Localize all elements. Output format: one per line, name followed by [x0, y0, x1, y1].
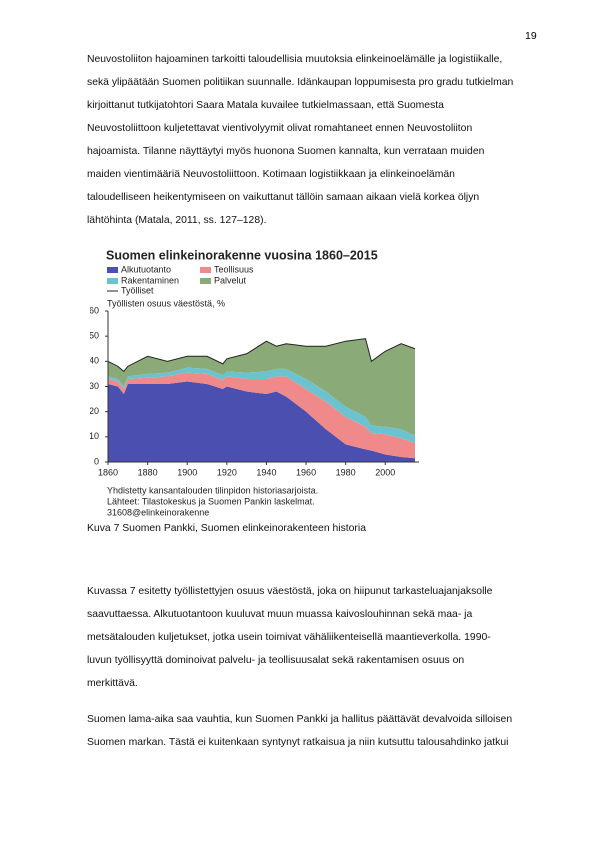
legend-label: Rakentaminen — [121, 275, 179, 285]
chart-note: Yhdistetty kansantalouden tilinpidon his… — [107, 485, 318, 495]
text-line: maiden vientimääriä Neuvostoliittoon. Ko… — [87, 169, 455, 180]
chart-note: 31608@elinkeinorakenne — [107, 507, 209, 517]
caption: Kuva 7 Suomen Pankki, Suomen elinkeinora… — [87, 523, 366, 534]
legend-label: Teollisuus — [214, 264, 254, 274]
area — [108, 338, 415, 436]
y-tick-label: 60 — [90, 305, 99, 315]
x-tick-label: 1900 — [177, 467, 197, 477]
x-tick-label: 1880 — [138, 467, 158, 477]
y-tick-label: 0 — [94, 456, 99, 466]
legend-label: Alkutuotanto — [121, 264, 171, 274]
line — [107, 338, 416, 373]
chart-title: Suomen elinkeinorakenne vuosina 1860–201… — [106, 248, 378, 262]
y-tick-label: 40 — [90, 356, 99, 366]
text-line: kirjoittanut tutkijatohtori Saara Matala… — [87, 100, 444, 111]
chart-note: Lähteet: Tilastokeskus ja Suomen Pankin … — [107, 496, 315, 506]
x-tick-label: 1920 — [217, 467, 237, 477]
text-line: Suomen markan. Tästä ei kuitenkaan synty… — [87, 737, 509, 748]
legend-swatch — [107, 278, 118, 284]
legend-label: Työlliset — [121, 285, 154, 295]
text-line: Neuvostoliiton hajoaminen tarkoitti talo… — [87, 54, 503, 65]
x-tick-label: 2000 — [375, 467, 395, 477]
x-tick-label: 1980 — [336, 467, 356, 477]
text-line: saavuttaessa. Alkutuotantoon kuuluvat mu… — [87, 609, 473, 620]
x-tick-label: 1860 — [98, 467, 118, 477]
area — [108, 372, 415, 459]
text-line: Neuvostoliittoon kuljetettavat vientivol… — [87, 123, 473, 134]
page-number: 19 — [525, 30, 537, 42]
text-line: taloudelliseen heikentymiseen on vaikutt… — [87, 192, 480, 203]
y-axis-label: Työllisten osuus väestöstä, % — [107, 298, 225, 308]
legend-label: Palvelut — [214, 275, 247, 285]
text-line: Suomen lama-aika saa vauhtia, kun Suomen… — [87, 714, 513, 725]
text-line: luvun työllisyyttä dominoivat palvelu- j… — [87, 655, 465, 666]
chart: Suomen elinkeinorakenne vuosina 1860–201… — [90, 248, 419, 517]
text-line: Kuvassa 7 esitetty työllistettyjen osuus… — [87, 586, 493, 597]
area — [108, 367, 415, 444]
area — [108, 381, 415, 462]
text-line: merkittävä. — [87, 678, 138, 689]
text-line: metsätalouden kuljetukset, jotka usein t… — [87, 632, 491, 643]
y-tick-label: 50 — [90, 331, 99, 341]
text-line: sekä ylipäätään Suomen politiikan suunna… — [87, 77, 514, 88]
text-line: lähtöhinta (Matala, 2011, ss. 127–128). — [87, 215, 267, 226]
x-tick-label: 1960 — [296, 467, 316, 477]
legend-swatch — [107, 267, 118, 273]
y-tick-label: 30 — [90, 381, 99, 391]
legend-swatch — [200, 267, 211, 273]
y-tick-label: 10 — [90, 431, 99, 441]
x-tick-label: 1940 — [256, 467, 276, 477]
legend-swatch — [200, 278, 211, 284]
text-line: hajoamista. Tilanne näyttäytyi myös huon… — [87, 146, 485, 157]
y-tick-label: 20 — [90, 406, 99, 416]
